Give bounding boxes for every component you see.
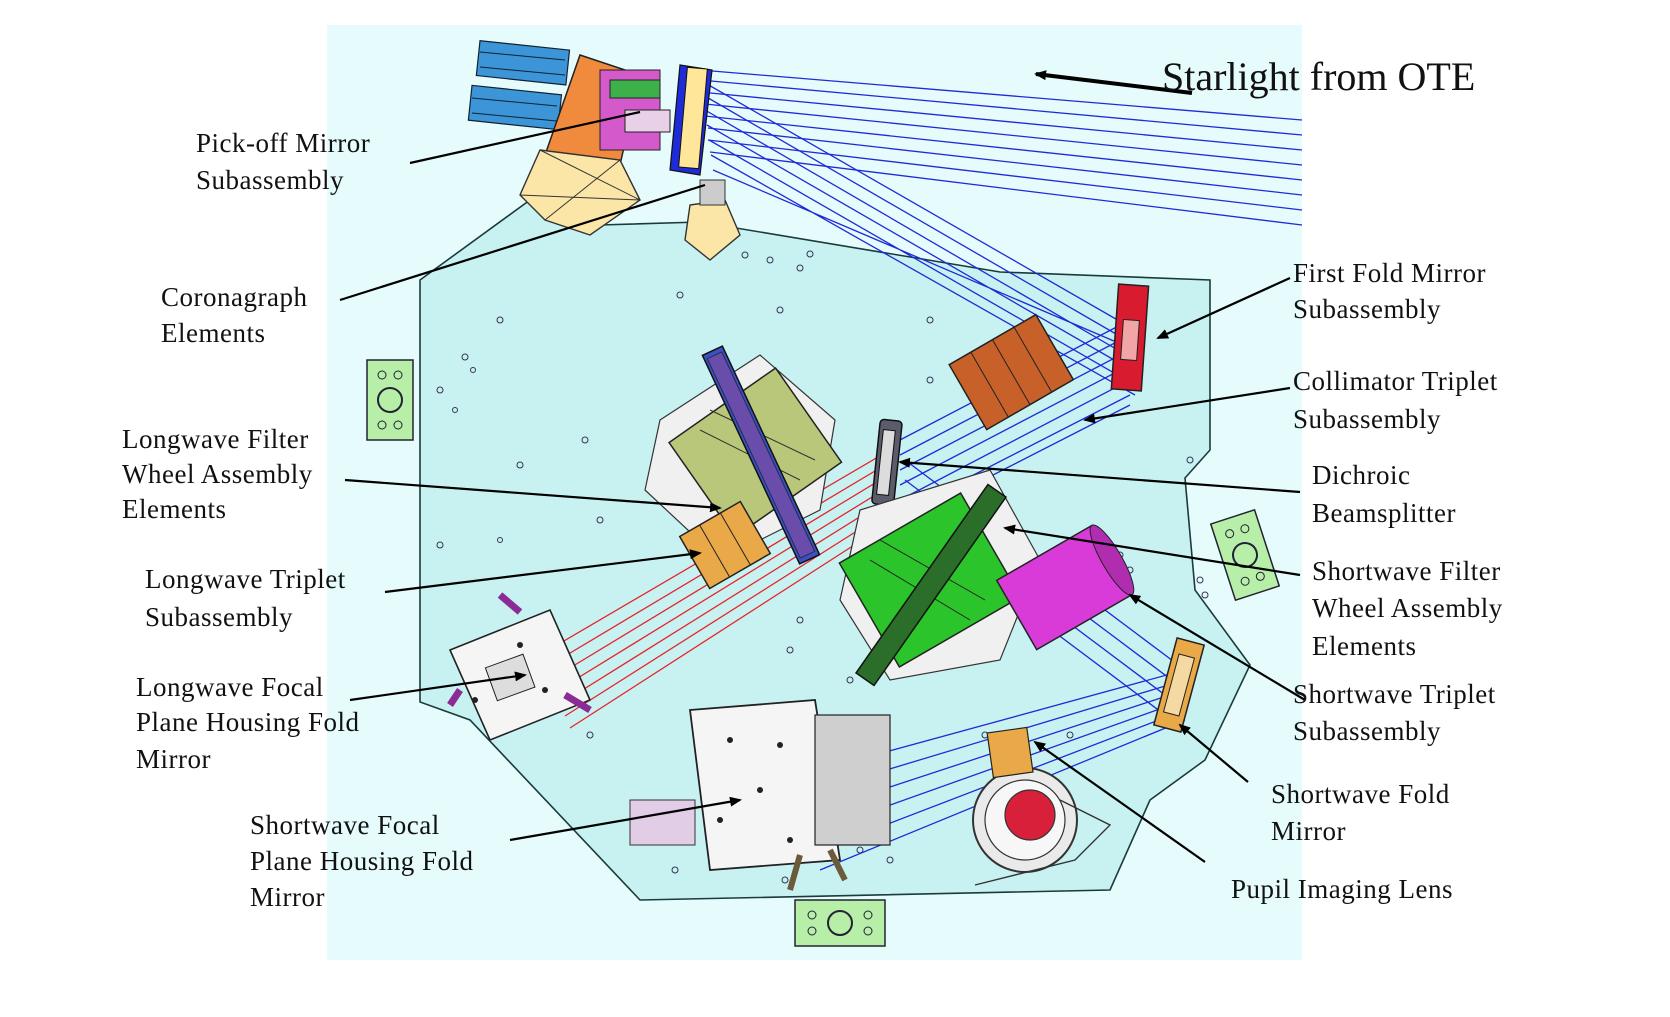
leader-lines: [339, 110, 1306, 863]
label-sw-fold: Shortwave Fold Mirror: [1271, 779, 1450, 846]
label-sw-filter: Shortwave Filter Wheel Assembly Elements: [1312, 556, 1503, 661]
label-pickoff-line2: Subassembly: [196, 165, 344, 195]
mount-bottom: [794, 899, 886, 947]
shortwave-fold-mirror: [1152, 636, 1206, 734]
label-coronagraph-line1: Coronagraph: [161, 282, 307, 312]
label-sw-focal: Shortwave Focal Plane Housing Fold Mirro…: [250, 810, 474, 912]
label-lw-triplet-line2: Subassembly: [145, 602, 293, 632]
label-sw-triplet-line2: Subassembly: [1293, 716, 1441, 746]
leader-sw-filter: [1003, 524, 1301, 577]
label-collimator: Collimator Triplet Subassembly: [1293, 366, 1498, 434]
label-sw-focal-line2: Plane Housing Fold: [250, 846, 474, 876]
label-lw-focal-line2: Plane Housing Fold: [136, 707, 360, 737]
label-sw-focal-line3: Mirror: [250, 882, 325, 912]
leader-coronagraph: [339, 183, 706, 302]
leader-sw-focal: [509, 796, 742, 842]
label-dichroic-line2: Beamsplitter: [1312, 498, 1456, 528]
label-lw-focal-line1: Longwave Focal: [136, 672, 324, 702]
label-pupil-line1: Pupil Imaging Lens: [1231, 874, 1453, 904]
longwave-triplet: [678, 500, 772, 590]
starlight-arrow: [1034, 70, 1193, 95]
label-first-fold-line1: First Fold Mirror: [1293, 258, 1486, 288]
label-lw-focal-line3: Mirror: [136, 744, 211, 774]
label-lw-filter: Longwave Filter Wheel Assembly Elements: [122, 424, 313, 524]
label-sw-fold-line1: Shortwave Fold: [1271, 779, 1450, 809]
leader-sw-triplet: [1128, 593, 1306, 701]
label-lw-filter-line1: Longwave Filter: [122, 424, 309, 454]
leader-lw-focal: [349, 671, 527, 702]
first-fold-mirror: [1110, 283, 1150, 392]
label-sw-triplet-line1: Shortwave Triplet: [1293, 679, 1496, 709]
label-sw-fold-line2: Mirror: [1271, 816, 1346, 846]
label-first-fold: First Fold Mirror Subassembly: [1293, 258, 1486, 324]
label-lw-filter-line2: Wheel Assembly: [122, 459, 313, 489]
title-text: Starlight from OTE: [1162, 54, 1475, 99]
label-coronagraph: Coronagraph Elements: [161, 282, 307, 348]
longwave-filter-wheel: [644, 345, 843, 565]
leader-lw-filter: [344, 478, 722, 513]
leader-lw-triplet: [384, 549, 702, 594]
label-pupil: Pupil Imaging Lens: [1231, 874, 1453, 904]
leader-pickoff: [409, 110, 641, 165]
label-lw-focal: Longwave Focal Plane Housing Fold Mirror: [136, 672, 360, 774]
label-lw-filter-line3: Elements: [122, 494, 226, 524]
pupil-imaging-lens: [972, 726, 1112, 886]
label-collimator-line2: Subassembly: [1293, 404, 1441, 434]
detector-modules: [467, 40, 571, 131]
shortwave-focal-plane-housing: [629, 699, 891, 891]
shortwave-filter-wheel: [838, 469, 1041, 687]
leader-first-fold: [1156, 276, 1291, 340]
label-collimator-line1: Collimator Triplet: [1293, 366, 1498, 396]
leader-dichroic: [898, 457, 1301, 494]
label-lw-triplet-line1: Longwave Triplet: [145, 564, 346, 594]
coronagraph-element: [684, 179, 741, 261]
label-dichroic: Dichroic Beamsplitter: [1312, 460, 1456, 528]
label-pickoff: Pick-off Mirror Subassembly: [196, 128, 370, 195]
collimator-triplet: [948, 313, 1075, 431]
mount-left: [366, 359, 414, 441]
label-dichroic-line1: Dichroic: [1312, 460, 1410, 490]
label-lw-triplet: Longwave Triplet Subassembly: [145, 564, 346, 632]
leader-pupil: [1033, 740, 1206, 863]
label-sw-filter-line2: Wheel Assembly: [1312, 593, 1503, 623]
label-sw-triplet: Shortwave Triplet Subassembly: [1293, 679, 1496, 746]
label-sw-filter-line3: Elements: [1312, 631, 1416, 661]
label-pickoff-line1: Pick-off Mirror: [196, 128, 370, 158]
label-sw-filter-line1: Shortwave Filter: [1312, 556, 1501, 586]
label-sw-focal-line1: Shortwave Focal: [250, 810, 440, 840]
label-first-fold-line2: Subassembly: [1293, 294, 1441, 324]
leader-collimator: [1083, 386, 1291, 424]
leader-sw-fold: [1178, 723, 1249, 783]
incoming-starlight-beams: [699, 69, 1303, 396]
label-coronagraph-line2: Elements: [161, 318, 265, 348]
pickoff-mirror-assembly: [519, 54, 713, 236]
